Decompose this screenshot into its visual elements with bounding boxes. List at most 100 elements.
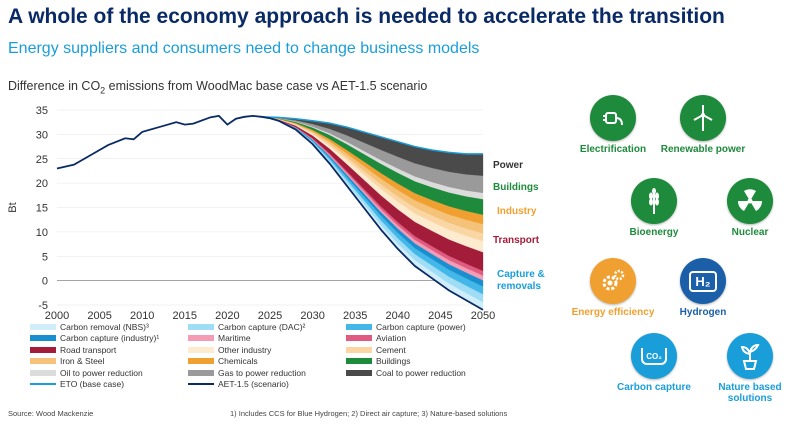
y-tick-label: -5 (38, 300, 48, 312)
wind-turbine-icon (680, 95, 726, 141)
legend-item: Chemicals (188, 356, 258, 366)
legend-label: Maritime (218, 333, 251, 344)
chart-title: Difference in CO2 emissions from WoodMac… (8, 79, 428, 96)
wheat-icon (631, 178, 677, 224)
y-tick-label: 25 (36, 154, 48, 166)
x-tick-label: 2025 (258, 310, 282, 322)
x-tick-label: 2035 (343, 310, 367, 322)
legend-label: Coal to power reduction (376, 367, 466, 378)
legend-item: Iron & Steel (30, 356, 104, 366)
legend-swatch (30, 369, 56, 376)
co2-label: CO₂ (641, 347, 667, 365)
legend-label: Cement (376, 344, 406, 355)
tech-nuclear: Nuclear (705, 178, 795, 238)
legend-swatch (346, 346, 372, 353)
tech-hydrogen: H₂ Hydrogen (658, 258, 748, 318)
legend-swatch (30, 346, 56, 353)
gears-icon (590, 258, 636, 304)
legend-item: Oil to power reduction (30, 368, 143, 378)
legend-item: Other industry (188, 345, 271, 355)
legend-swatch (346, 358, 372, 365)
tech-label: Renewable power (660, 144, 746, 155)
tech-label: Carbon capture (617, 382, 691, 393)
legend-item: AET-1.5 (scenario) (188, 379, 289, 389)
tech-nature-based-solutions: Nature based solutions (705, 333, 795, 404)
legend-label: Carbon capture (power) (376, 322, 466, 332)
h2-label: H₂ (689, 270, 717, 292)
radiation-icon (727, 178, 773, 224)
legend-label: ETO (base case) (60, 379, 125, 389)
x-tick-label: 2005 (87, 310, 111, 322)
legend-item: ETO (base case) (30, 379, 124, 389)
tech-renewable-power: Renewable power (658, 95, 748, 155)
aet-line (56, 114, 484, 311)
tech-label: Energy efficiency (571, 307, 655, 318)
legend-swatch (188, 369, 214, 376)
legend-label: Buildings (376, 356, 411, 367)
legend-label: Chemicals (218, 356, 258, 367)
sector-label: Power (493, 160, 524, 171)
legend-label: Carbon capture (industry)¹ (60, 333, 160, 344)
y-tick-label: 15 (36, 203, 48, 215)
tech-energy-efficiency: Energy efficiency (568, 258, 658, 318)
legend-item: Carbon capture (power) (346, 322, 466, 332)
legend-swatch (30, 335, 56, 342)
x-tick-label: 2000 (45, 310, 69, 322)
y-axis-label: Bt (7, 202, 19, 212)
y-tick-label: 20 (36, 178, 48, 190)
x-tick-label: 2010 (130, 310, 154, 322)
footnote: 1) Includes CCS for Blue Hydrogen; 2) Di… (230, 409, 508, 418)
legend-label: Carbon removal (NBS)³ (60, 322, 149, 332)
legend-item: Maritime (188, 333, 251, 343)
x-tick-label: 2030 (300, 310, 324, 322)
legend-item: Aviation (346, 333, 406, 343)
legend-item: Carbon removal (NBS)³ (30, 322, 149, 332)
y-tick-label: 5 (42, 251, 48, 263)
x-tick-label: 2020 (215, 310, 239, 322)
legend-label: Aviation (376, 333, 407, 344)
sector-label: removals (497, 281, 541, 292)
legend-item: Road transport (30, 345, 116, 355)
y-tick-label: 10 (36, 227, 48, 239)
page-subtitle: Energy suppliers and consumers need to c… (8, 40, 480, 57)
y-tick-label: 35 (36, 105, 48, 117)
legend-item: Carbon capture (DAC)² (188, 322, 305, 332)
sector-label: Industry (497, 206, 537, 217)
source-note: Source: Wood Mackenzie (8, 409, 94, 418)
x-tick-label: 2045 (428, 310, 452, 322)
tech-label: Bioenergy (629, 227, 679, 238)
legend-item: Coal to power reduction (346, 368, 466, 378)
tech-bioenergy: Bioenergy (609, 178, 699, 238)
sector-label: Capture & (497, 269, 545, 280)
tech-electrification: Electrification (568, 95, 658, 155)
legend-item: Cement (346, 345, 406, 355)
legend-swatch (188, 383, 214, 385)
legend-label: Other industry (218, 344, 272, 355)
legend-label: Carbon capture (DAC)² (218, 322, 306, 332)
legend-swatch (30, 358, 56, 365)
co2-capture-icon: CO₂ (631, 333, 677, 379)
legend-swatch (188, 324, 214, 330)
x-tick-label: 2015 (173, 310, 197, 322)
tech-label: Nuclear (731, 227, 769, 238)
plant-icon (727, 333, 773, 379)
legend-label: Oil to power reduction (60, 367, 143, 378)
legend-label: Road transport (60, 344, 117, 355)
legend-item: Carbon capture (industry)¹ (30, 333, 159, 343)
y-tick-label: 0 (42, 276, 48, 288)
plug-icon (590, 95, 636, 141)
legend-item: Gas to power reduction (188, 368, 306, 378)
legend-swatch (188, 358, 214, 365)
legend-swatch (346, 335, 372, 342)
sector-label: Transport (493, 235, 540, 246)
legend-swatch (346, 324, 372, 330)
tech-label: Hydrogen (679, 307, 727, 318)
y-tick-label: 30 (36, 129, 48, 141)
legend-swatch (188, 346, 214, 353)
x-tick-label: 2050 (471, 310, 495, 322)
legend-swatch (346, 369, 372, 376)
legend-label: Gas to power reduction (218, 367, 306, 378)
legend-swatch (30, 383, 56, 385)
h2-icon: H₂ (680, 258, 726, 304)
